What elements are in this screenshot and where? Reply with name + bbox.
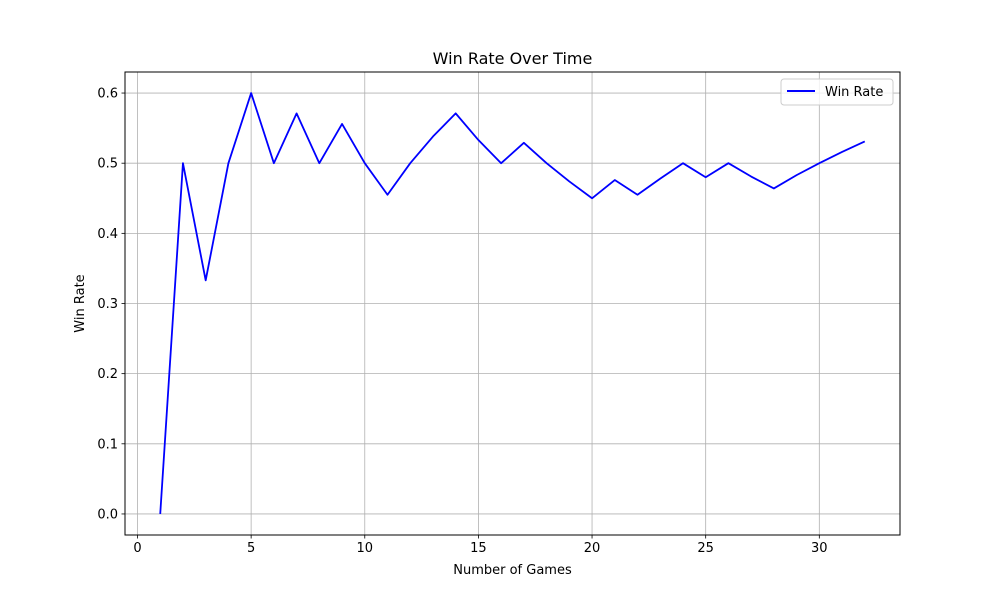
data-point [205, 279, 207, 281]
data-point [614, 179, 616, 181]
y-tick-label: 0.1 [97, 437, 118, 452]
data-point [637, 194, 639, 196]
data-point [523, 142, 525, 144]
data-point [387, 194, 389, 196]
y-axis-label: Win Rate [73, 274, 88, 332]
y-axis: 0.0 0.1 0.2 0.3 0.4 0.5 0.6 [97, 87, 125, 522]
y-tick-label: 0.0 [97, 507, 118, 522]
data-point [682, 162, 684, 164]
series-layer [159, 92, 866, 515]
y-tick-label: 0.4 [97, 227, 118, 242]
data-point [477, 139, 479, 141]
y-tick-label: 0.2 [97, 367, 118, 382]
data-point [568, 180, 570, 182]
data-point [341, 123, 343, 125]
grid-lines [125, 72, 900, 535]
data-point [818, 162, 820, 164]
data-point [864, 140, 866, 142]
y-tick-label: 0.5 [97, 157, 118, 172]
data-point [591, 197, 593, 199]
x-axis-label: Number of Games [453, 563, 572, 578]
data-point [364, 162, 366, 164]
data-point [432, 136, 434, 138]
x-tick-label: 20 [584, 541, 601, 556]
data-point [455, 112, 457, 114]
x-tick-label: 0 [133, 541, 141, 556]
data-point [750, 176, 752, 178]
data-point [727, 162, 729, 164]
data-point [296, 112, 298, 114]
chart-title: Win Rate Over Time [433, 49, 593, 68]
data-point [182, 162, 184, 164]
data-point [250, 92, 252, 94]
y-tick-label: 0.6 [97, 87, 118, 102]
x-tick-label: 5 [247, 541, 255, 556]
data-point [318, 162, 320, 164]
data-point [841, 151, 843, 153]
x-tick-label: 25 [697, 541, 714, 556]
data-point [500, 162, 502, 164]
data-point [796, 174, 798, 176]
y-tick-label: 0.3 [97, 297, 118, 312]
data-point [546, 162, 548, 164]
data-point [159, 513, 161, 515]
data-point [273, 162, 275, 164]
data-point [705, 176, 707, 178]
data-point [409, 162, 411, 164]
legend: Win Rate [780, 78, 894, 106]
series-line-win-rate [159, 92, 866, 515]
data-point [773, 187, 775, 189]
x-tick-label: 30 [811, 541, 828, 556]
data-point [227, 162, 229, 164]
x-tick-label: 15 [470, 541, 487, 556]
legend-box [780, 78, 894, 106]
legend-label: Win Rate [825, 85, 883, 100]
x-tick-label: 10 [356, 541, 373, 556]
x-axis: 0 5 10 15 20 25 30 [133, 535, 828, 556]
data-point [659, 178, 661, 180]
